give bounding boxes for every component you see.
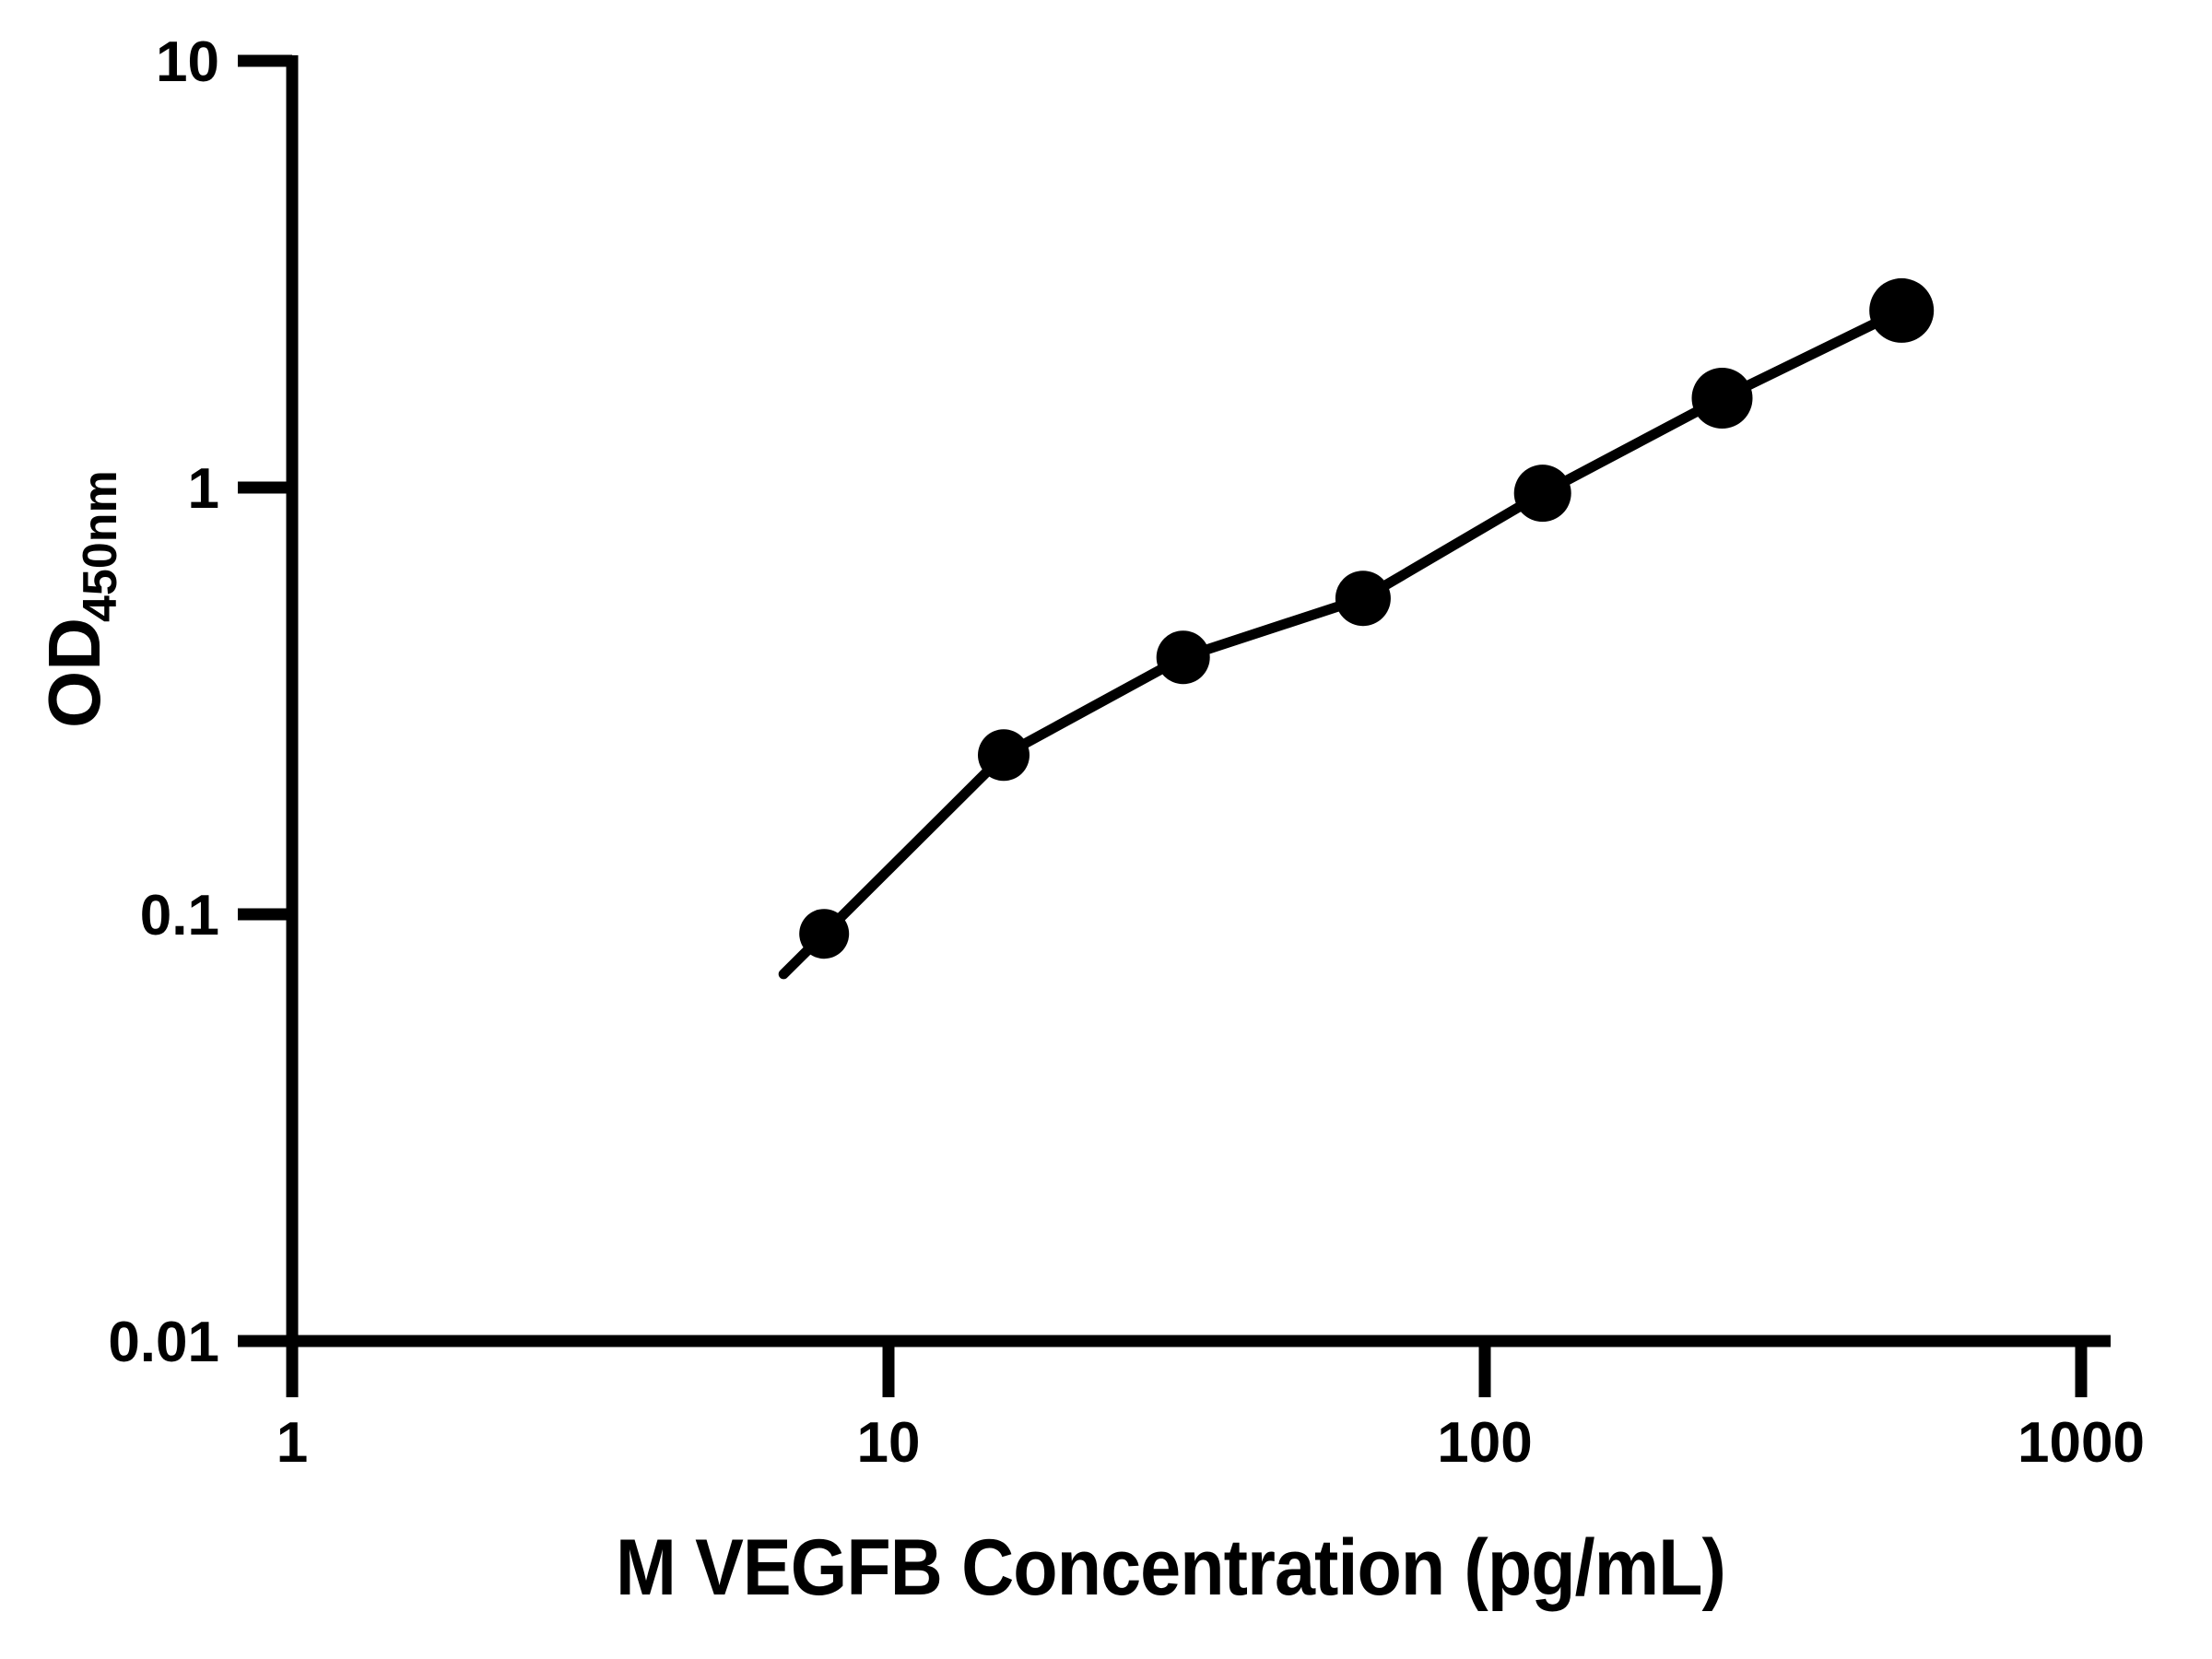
data-point [978,729,1030,782]
x-tick-label-1: 1 [276,1411,308,1475]
x-axis-ticks [286,1341,2088,1397]
y-tick-label-0-1: 0.1 [140,884,219,947]
x-axis-tick-labels: 1 10 100 1000 [276,1411,2145,1475]
data-point [799,909,850,959]
x-tick-label-100: 100 [1437,1411,1532,1475]
x-axis-title: M VEGFB Concentration (pg/mL) [616,1523,1725,1612]
y-tick-label-10: 10 [156,30,219,94]
data-point [1513,465,1571,523]
y-axis-ticks [238,54,292,1347]
y-axis-title-subscript: 450nm [74,470,127,622]
data-point-markers [799,277,1935,959]
data-point [1335,571,1391,627]
y-axis-title-main: OD [33,618,115,728]
y-tick-label-0-01: 0.01 [108,1311,219,1374]
data-point [1869,277,1935,343]
y-tick-label-1: 1 [188,457,219,521]
x-tick-label-10: 10 [857,1411,921,1475]
y-axis-tick-labels: 10 1 0.1 0.01 [108,30,219,1374]
standard-curve-line [778,305,1907,980]
y-axis-title-group: OD 450nm [33,470,127,728]
data-point [1156,630,1210,685]
data-point [1691,368,1753,429]
x-tick-label-1000: 1000 [2018,1411,2145,1475]
axes-group [238,55,2111,1347]
